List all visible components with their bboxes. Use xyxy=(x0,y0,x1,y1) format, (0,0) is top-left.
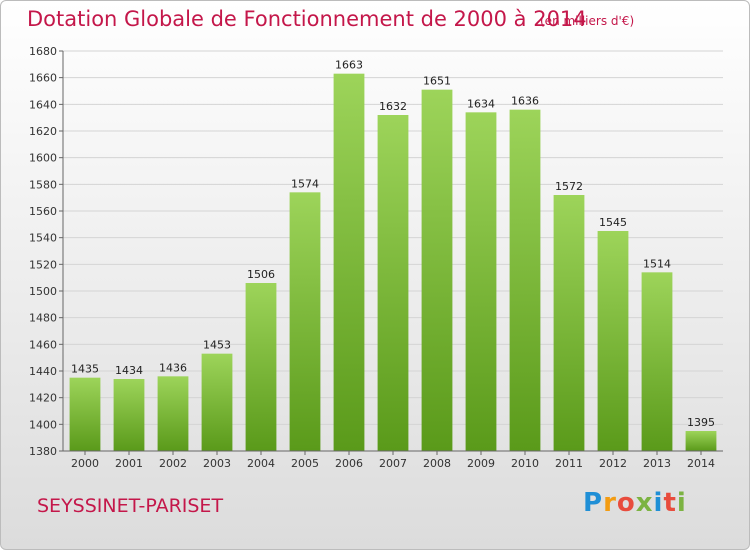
bar-2002 xyxy=(157,376,189,451)
value-label: 1572 xyxy=(555,180,583,193)
logo-letter: P xyxy=(583,488,604,518)
y-tick-label: 1500 xyxy=(29,285,57,298)
y-tick-label: 1640 xyxy=(29,98,57,111)
value-label: 1435 xyxy=(71,363,99,376)
value-label: 1453 xyxy=(203,339,231,352)
bar-2008 xyxy=(421,89,453,452)
logo-letter: t xyxy=(663,488,677,518)
y-tick-label: 1440 xyxy=(29,365,57,378)
y-tick-label: 1540 xyxy=(29,232,57,245)
bar-2014 xyxy=(685,431,717,451)
y-tick-label: 1660 xyxy=(29,72,57,85)
x-tick-label: 2012 xyxy=(599,457,627,470)
x-tick-label: 2005 xyxy=(291,457,319,470)
chart-title: Dotation Globale de Fonctionnement de 20… xyxy=(27,7,587,31)
municipality-name: SEYSSINET-PARISET xyxy=(37,495,224,517)
x-tick-label: 2013 xyxy=(643,457,671,470)
x-tick-label: 2001 xyxy=(115,457,143,470)
value-label: 1636 xyxy=(511,95,539,108)
value-label: 1395 xyxy=(687,416,715,429)
bar-2012 xyxy=(597,231,629,451)
bar-2013 xyxy=(641,272,673,451)
y-tick-label: 1580 xyxy=(29,178,57,191)
logo-letter: r xyxy=(603,488,617,518)
bar-2011 xyxy=(553,195,585,451)
x-tick-label: 2000 xyxy=(71,457,99,470)
y-tick-label: 1600 xyxy=(29,152,57,165)
x-tick-label: 2010 xyxy=(511,457,539,470)
logo-letter: x xyxy=(635,488,654,518)
x-tick-label: 2009 xyxy=(467,457,495,470)
bar-2007 xyxy=(377,115,409,451)
chart-subtitle: (en milliers d'€) xyxy=(540,14,635,28)
x-tick-label: 2004 xyxy=(247,457,275,470)
y-tick-label: 1680 xyxy=(29,45,57,58)
bar-2004 xyxy=(245,283,277,451)
y-tick-label: 1560 xyxy=(29,205,57,218)
logo-letter: o xyxy=(616,488,636,518)
y-tick-label: 1400 xyxy=(29,418,57,431)
value-label: 1574 xyxy=(291,177,319,190)
bar-2000 xyxy=(69,377,101,451)
y-tick-label: 1420 xyxy=(29,392,57,405)
x-tick-label: 2008 xyxy=(423,457,451,470)
value-label: 1506 xyxy=(247,268,275,281)
value-label: 1651 xyxy=(423,75,451,88)
value-label: 1514 xyxy=(643,257,671,270)
bar-2005 xyxy=(289,192,321,452)
value-label: 1434 xyxy=(115,364,143,377)
value-label: 1436 xyxy=(159,361,187,374)
x-tick-label: 2014 xyxy=(687,457,715,470)
bar-2006 xyxy=(333,73,365,452)
y-tick-label: 1620 xyxy=(29,125,57,138)
bar-2010 xyxy=(509,109,541,452)
x-tick-label: 2003 xyxy=(203,457,231,470)
value-label: 1545 xyxy=(599,216,627,229)
y-tick-label: 1380 xyxy=(29,445,57,458)
x-tick-label: 2007 xyxy=(379,457,407,470)
x-tick-label: 2002 xyxy=(159,457,187,470)
value-label: 1634 xyxy=(467,97,495,110)
bar-2009 xyxy=(465,112,497,451)
y-tick-label: 1480 xyxy=(29,312,57,325)
bar-2003 xyxy=(201,353,233,451)
x-tick-label: 2011 xyxy=(555,457,583,470)
logo-letter: i xyxy=(653,488,664,518)
y-tick-label: 1460 xyxy=(29,338,57,351)
value-label: 1632 xyxy=(379,100,407,113)
proxiti-logo: Proxiti xyxy=(583,488,687,518)
logo-letter: i xyxy=(676,488,687,518)
y-tick-label: 1520 xyxy=(29,258,57,271)
x-tick-label: 2006 xyxy=(335,457,363,470)
bar-2001 xyxy=(113,379,145,451)
value-label: 1663 xyxy=(335,59,363,72)
